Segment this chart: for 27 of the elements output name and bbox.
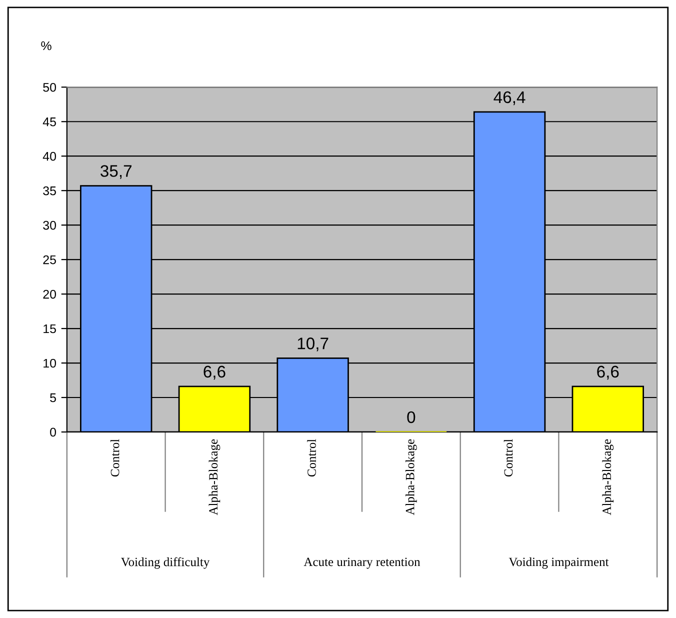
x-tick-label: Control xyxy=(307,439,316,477)
text: Voiding impairment xyxy=(508,557,609,569)
text: Voiding difficulty xyxy=(121,557,210,569)
y-tick-label: 25 xyxy=(43,255,56,264)
y-tick-label: 35 xyxy=(43,186,56,196)
y-tick-label: 30 xyxy=(43,220,56,230)
data-label: 6,6 xyxy=(204,366,226,380)
y-axis-title: % xyxy=(41,41,52,50)
y-tick-label: 50 xyxy=(43,82,56,92)
y-tick-label: 5 xyxy=(50,393,56,402)
x-tick-label: Alpha-Blokage xyxy=(602,439,614,516)
data-label: 35,7 xyxy=(100,165,132,179)
y-tick-label: 0 xyxy=(50,428,56,437)
data-label: 46,4 xyxy=(494,91,526,106)
x-tick-label: Alpha-Blokage xyxy=(208,439,220,516)
text: Acute urinary retention xyxy=(304,558,420,569)
x-tick-label: Alpha-Blokage xyxy=(405,439,417,516)
data-label: 6,6 xyxy=(597,366,619,380)
data-label: 10,7 xyxy=(298,338,328,352)
y-tick-label: 40 xyxy=(42,152,56,161)
x-tick-label: Control xyxy=(504,439,513,477)
y-tick-label: 45 xyxy=(42,118,56,126)
y-tick-label: 10 xyxy=(44,358,56,368)
data-label: 0 xyxy=(407,411,416,424)
x-tick-label: Control xyxy=(110,439,120,477)
y-tick-label: 20 xyxy=(43,290,56,299)
y-tick-label: 15 xyxy=(44,324,56,334)
